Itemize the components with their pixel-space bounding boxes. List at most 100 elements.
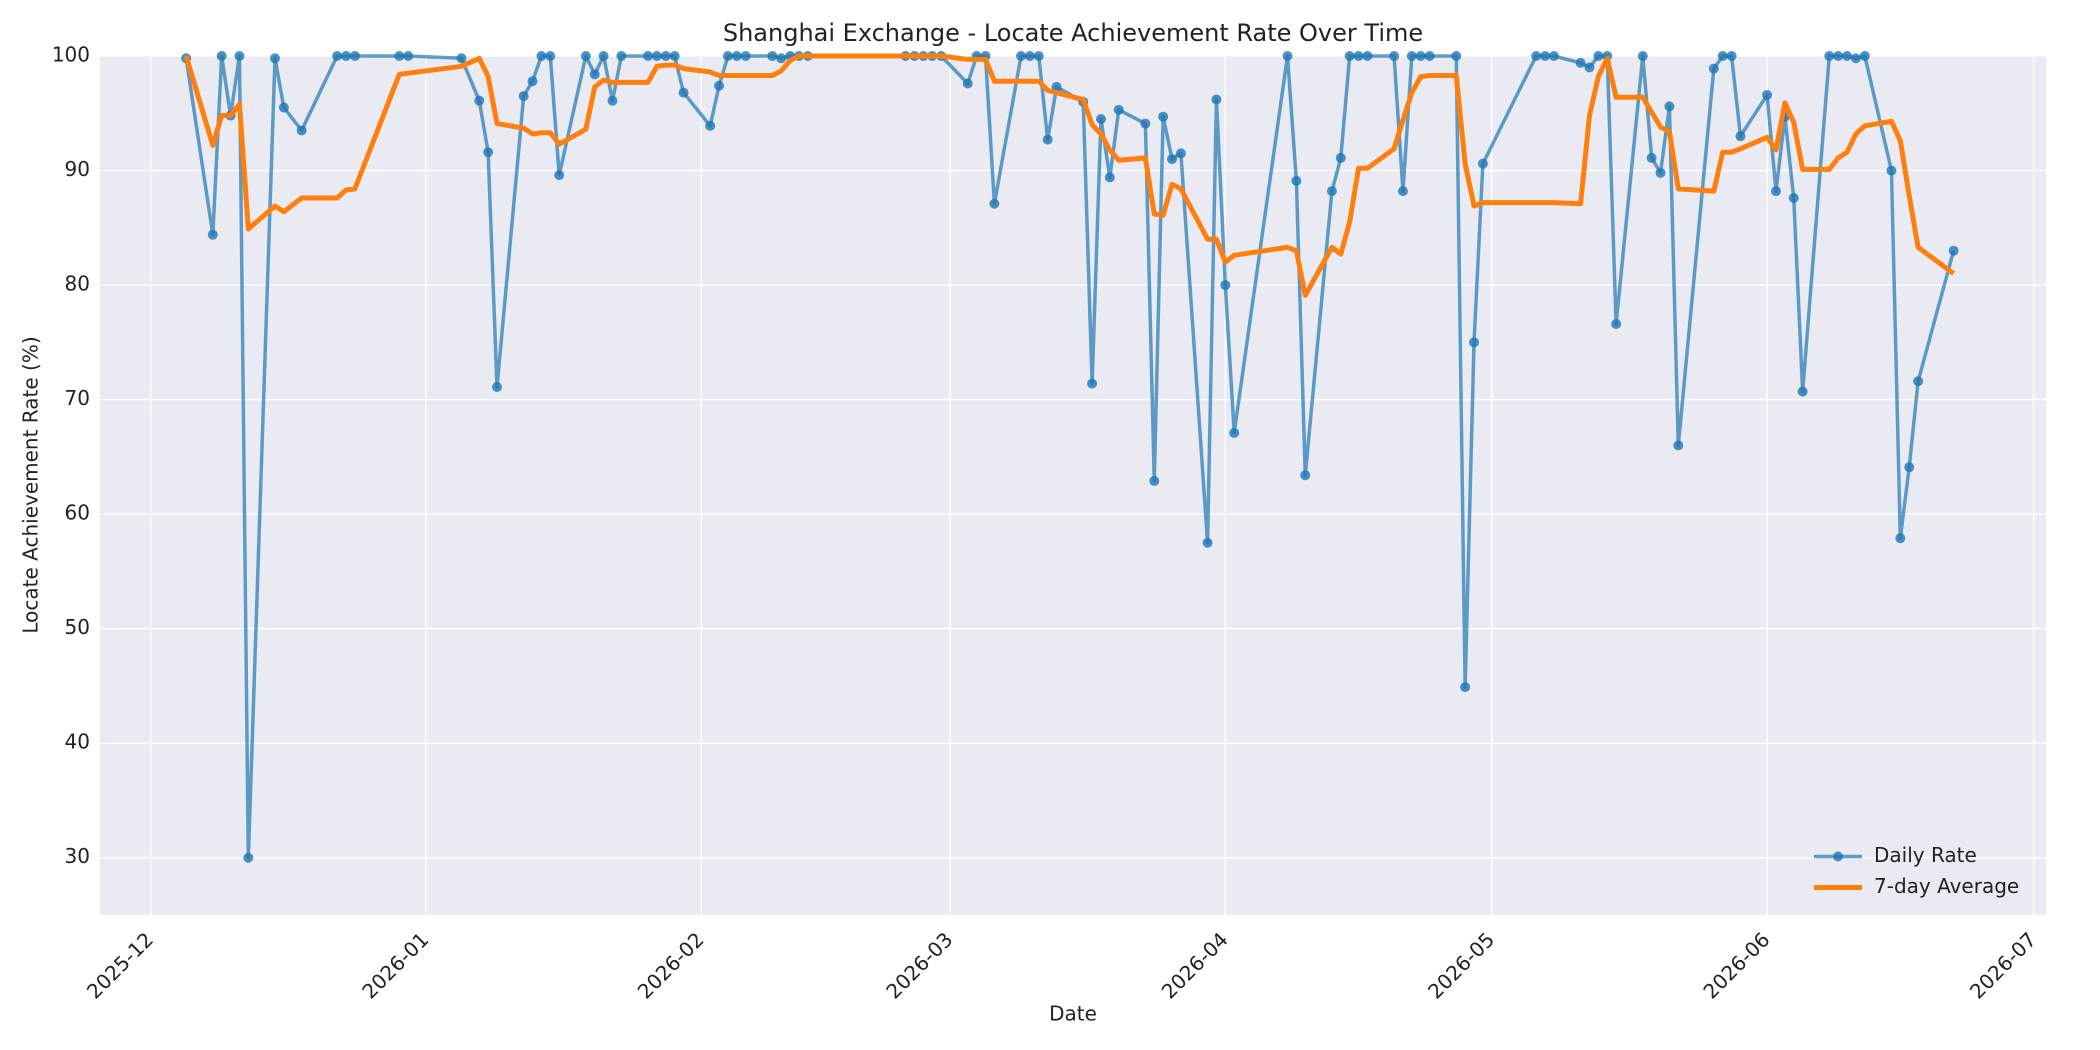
data-point [1673,440,1684,451]
data-point [740,51,751,61]
data-point [1211,94,1222,105]
data-point [1415,51,1426,61]
data-point [962,78,973,89]
data-point [1024,51,1035,61]
data-point [1788,193,1799,204]
data-point [1220,280,1231,291]
data-point [1895,533,1906,544]
legend-marker [1833,851,1843,862]
data-point [989,198,1000,209]
data-point [296,125,307,136]
data-point [1637,51,1648,61]
data-point [616,51,627,61]
x-tick-label: 2025-12 [82,927,158,1003]
data-point [1335,152,1346,163]
data-point [598,51,609,61]
data-point [589,69,600,80]
data-point [1735,131,1746,142]
data-point [1104,172,1115,183]
data-point [1540,51,1551,61]
data-point [1175,148,1186,159]
data-point [1389,51,1400,61]
data-point [1362,51,1373,61]
data-point [1584,62,1595,73]
data-point [1087,378,1098,389]
data-point [1655,167,1666,178]
x-axis-label: Date [1049,1002,1097,1026]
plot-area [100,56,2046,915]
data-point [1353,51,1364,61]
legend-label: Daily Rate [1874,843,1977,867]
data-point [243,852,254,863]
data-point [1842,51,1853,61]
data-point [492,382,503,393]
x-tick-label: 2026-05 [1423,927,1499,1003]
data-point [349,51,360,61]
data-point [216,51,227,61]
data-point [1326,186,1337,197]
data-point [1149,475,1160,486]
data-point [1824,51,1835,61]
data-point [1646,152,1657,163]
y-tick-label: 50 [65,615,90,639]
data-point [1477,158,1488,169]
data-point [483,147,494,158]
data-point [714,80,725,91]
data-point [1469,337,1480,348]
data-point [1095,113,1106,124]
data-point [207,229,218,240]
data-point [1850,53,1861,64]
data-point [731,51,742,61]
data-point [1548,51,1559,61]
data-point [474,95,485,106]
data-point [545,51,556,61]
data-point [1904,462,1915,473]
data-point [1042,134,1053,145]
data-point [1167,154,1178,165]
data-point [1708,63,1719,74]
data-point [269,53,280,64]
data-point [234,51,245,61]
y-tick-label: 60 [65,501,90,525]
data-point [580,51,591,61]
data-point [341,51,352,61]
data-point [1424,51,1435,61]
data-point [1460,682,1471,693]
data-point [1833,51,1844,61]
series-line [183,53,1956,298]
data-point [1282,51,1293,61]
data-point [1717,51,1728,61]
data-point [722,51,733,61]
x-tick-label: 2026-06 [1698,927,1774,1003]
y-tick-label: 30 [65,844,90,868]
data-point [1291,175,1302,186]
data-point [278,102,289,113]
data-point [1397,186,1408,197]
data-point [1886,165,1897,176]
y-tick-label: 100 [52,43,90,67]
data-point [1300,470,1311,481]
data-point [1611,319,1622,330]
data-point [527,76,538,87]
data-point [456,53,467,64]
data-point [1033,51,1044,61]
y-tick-label: 70 [65,386,90,410]
data-point [1770,186,1781,197]
legend-label: 7-day Average [1874,874,2019,898]
y-tick-label: 80 [65,272,90,296]
data-point [332,51,343,61]
data-point [1202,537,1213,548]
data-point [1948,245,1959,256]
chart-title: Shanghai Exchange - Locate Achievement R… [723,19,1423,47]
data-point [536,51,547,61]
data-point [678,87,689,98]
data-point [1451,51,1462,61]
data-point [1406,51,1417,61]
data-point [394,51,405,61]
data-point [1664,101,1675,112]
x-tick-label: 2026-02 [633,927,709,1003]
data-point [767,51,778,61]
data-point [669,51,680,61]
data-point [1797,386,1808,397]
